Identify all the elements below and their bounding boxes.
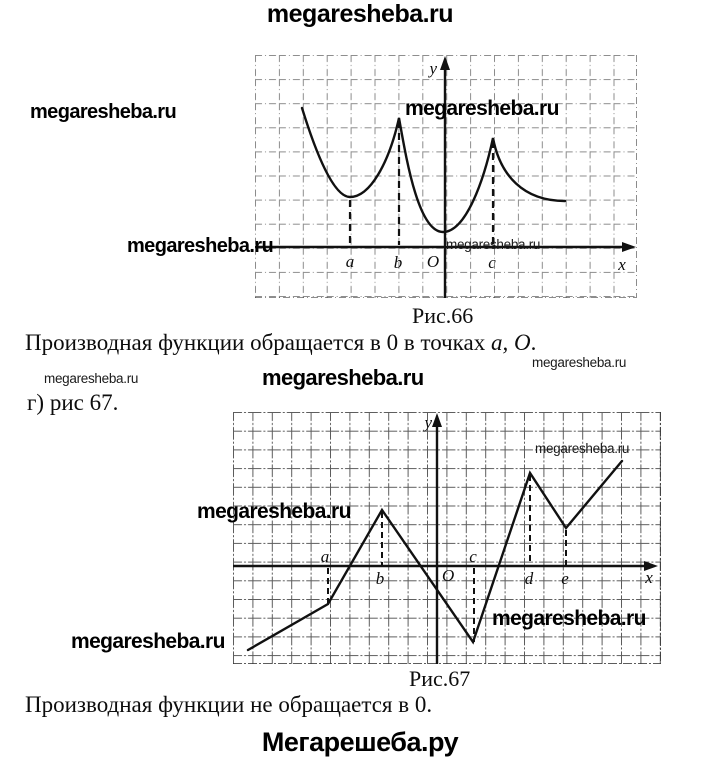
watermark-mid-center: megaresheba.ru [262,365,424,390]
fig67-curve [246,459,624,652]
fig66-graph: a b O c x y [255,55,637,298]
watermark-fig67-bottomleft: megaresheba.ru [71,630,225,653]
watermark-fig67-bottomright: megaresheba.ru [492,607,646,630]
watermark-fig66-axis: megaresheba.ru [446,237,541,252]
fig67-graph: a b O c d e x y [233,412,661,664]
fig67-caption: Рис.67 [409,666,471,691]
fig67-grid [233,412,661,664]
fig66-label-a: a [346,252,355,271]
fig66-label-b: b [394,253,403,272]
fig67-grid-edge [233,412,661,664]
fig67-label-e: e [561,569,569,588]
fig67-label-d: d [525,569,534,588]
fig67-label-b: b [376,569,385,588]
item-g-label: г) рис 67. [27,390,119,415]
watermark-fig66-center: megaresheba.ru [405,97,559,120]
page-title: megaresheba.ru [266,0,454,28]
fig67-label-x-axis: x [644,568,653,587]
fig67-label-c: c [469,547,477,566]
watermark-mid-right: megaresheba.ru [532,355,627,370]
watermark-fig67-topright: megaresheba.ru [535,441,630,456]
fig67-label-origin: O [442,566,454,585]
footer-title: Мегарешеба.ру [261,727,459,757]
answer-fig67: Производная функции не обращается в 0. [25,692,433,717]
watermark-fig67-left: megaresheba.ru [197,500,351,523]
fig66-caption: Рис.66 [412,303,474,328]
fig67-x-arrow [644,561,658,571]
fig67-label-a: a [321,547,330,566]
fig66-grid-edge [255,55,637,298]
answer-fig66-points: a, O [490,330,531,355]
fig66-label-c: c [488,253,496,272]
watermark-mid-left: megaresheba.ru [44,371,139,386]
fig67-y-arrow [432,413,442,427]
fig66-label-x-axis: x [617,255,626,274]
watermark-left-1: megaresheba.ru [30,101,177,123]
fig66-x-arrow [622,242,636,252]
fig67-label-y-axis: y [422,413,432,432]
watermark-left-2: megaresheba.ru [127,235,274,257]
answer-fig66-tail: . [530,330,537,355]
fig66-label-y-axis: y [427,59,437,78]
fig66-label-origin: O [427,252,439,271]
answer-fig66: Производная функции обращается в 0 в точ… [25,330,536,356]
fig66-y-arrow [440,56,450,70]
fig66-curve [300,106,567,234]
answer-fig66-lead: Производная функции обращается в 0 в точ… [25,330,491,355]
